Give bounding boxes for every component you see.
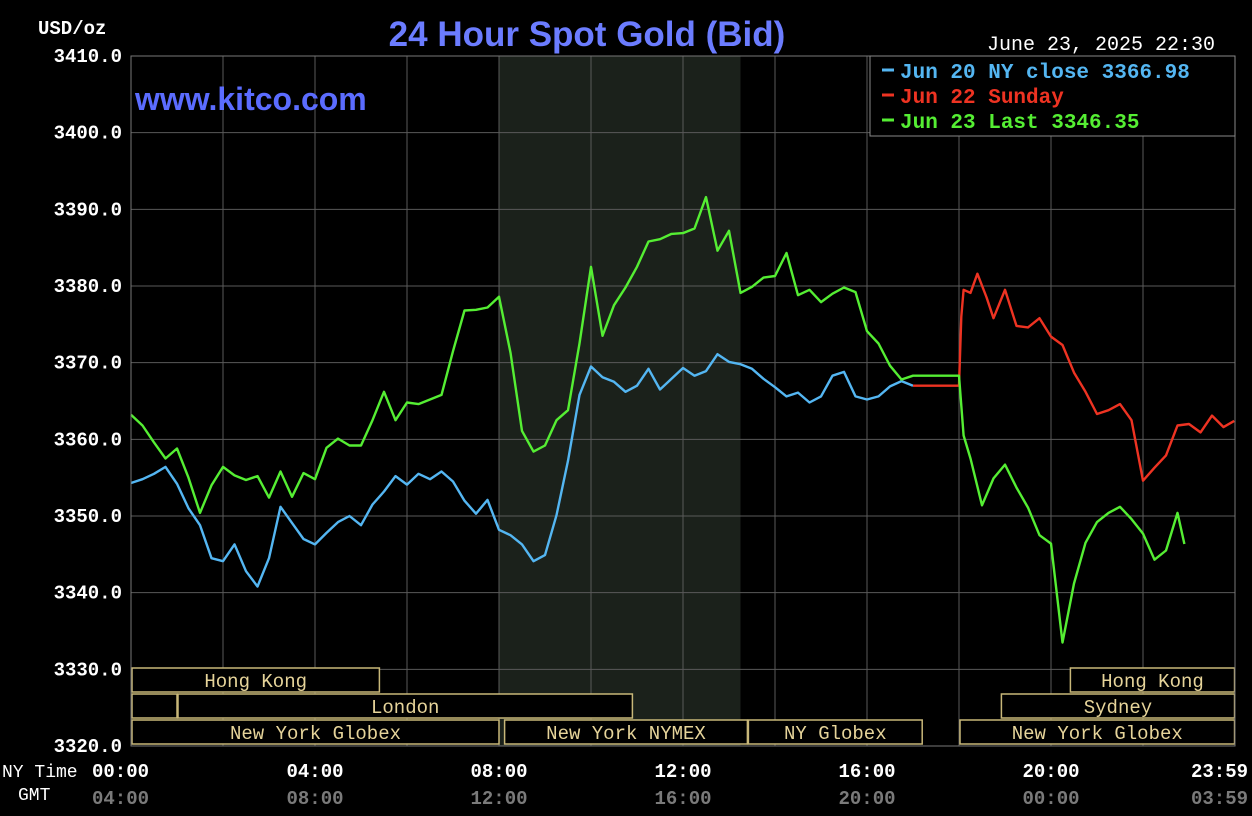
y-tick-label: 3410.0 bbox=[54, 46, 122, 68]
x-tick-label-gmt: 00:00 bbox=[1022, 788, 1079, 810]
chart-title: 24 Hour Spot Gold (Bid) bbox=[389, 15, 786, 54]
session-bar bbox=[131, 693, 178, 719]
x-tick-label-ny: 00:00 bbox=[92, 761, 149, 783]
session-bar bbox=[503, 719, 749, 745]
x-tick-label-ny: 23:59 bbox=[1191, 761, 1248, 783]
session-label: Hong Kong bbox=[1101, 671, 1204, 693]
timestamp: June 23, 2025 22:30 bbox=[987, 34, 1215, 57]
session-label: New York Globex bbox=[230, 723, 401, 745]
x-axis-ticks: 00:00 04:00 04:00 08:00 08:00 12:00 12:00 16:00… bbox=[92, 761, 1248, 810]
legend-item-jun20: Jun 20 NY close 3366.98 bbox=[900, 62, 1190, 85]
x-tick-label-ny: 04:00 bbox=[286, 761, 343, 783]
y-tick-label: 3320.0 bbox=[54, 736, 122, 758]
series-line-green bbox=[130, 195, 1186, 644]
session-label: London bbox=[371, 697, 439, 719]
session-label: NY Globex bbox=[784, 723, 887, 745]
legend-item-jun23: Jun 23 Last 3346.35 bbox=[900, 112, 1139, 135]
x-tick-label-gmt: 20:00 bbox=[838, 788, 895, 810]
session-bar bbox=[1000, 693, 1236, 719]
session-label: New York NYMEX bbox=[546, 723, 706, 745]
trading-sessions: Hong Kong London New York Globex New York N… bbox=[131, 667, 1236, 745]
plot-frame bbox=[130, 55, 1236, 747]
nymex-shaded-region bbox=[499, 56, 741, 746]
legend: Jun 20 NY close 3366.98 Jun 22 Sunday Ju… bbox=[869, 55, 1236, 137]
session-label: Hong Kong bbox=[204, 671, 307, 693]
x-tick-label-ny: 20:00 bbox=[1022, 761, 1079, 783]
y-axis-ticks: 3410.0 3400.0 3390.0 3380.0 3370.0 3360.0 3350… bbox=[54, 46, 122, 758]
x-tick-label-gmt: 08:00 bbox=[286, 788, 343, 810]
session-label: New York Globex bbox=[1012, 723, 1183, 745]
session-bar bbox=[131, 667, 381, 693]
legend-box bbox=[869, 55, 1236, 137]
unit-label: USD/oz bbox=[38, 18, 106, 40]
session-label: Sydney bbox=[1084, 697, 1152, 719]
session-bar bbox=[177, 693, 634, 719]
x-tick-label-gmt: 12:00 bbox=[470, 788, 527, 810]
y-tick-label: 3390.0 bbox=[54, 199, 122, 221]
gmt-row-label: GMT bbox=[18, 786, 51, 806]
series-line-blue bbox=[130, 353, 914, 588]
series-line-red bbox=[913, 272, 1235, 482]
grid-lines bbox=[131, 56, 1235, 746]
y-tick-label: 3340.0 bbox=[54, 583, 122, 605]
x-tick-label-ny: 08:00 bbox=[470, 761, 527, 783]
x-tick-label-gmt: 16:00 bbox=[654, 788, 711, 810]
ny-time-row-label: NY Time bbox=[2, 763, 78, 783]
y-tick-label: 3330.0 bbox=[54, 659, 122, 681]
y-tick-label: 3380.0 bbox=[54, 276, 122, 298]
x-tick-label-ny: 12:00 bbox=[654, 761, 711, 783]
watermark: www.kitco.com bbox=[134, 81, 367, 117]
session-bar bbox=[959, 719, 1236, 745]
session-bar bbox=[131, 719, 500, 745]
x-tick-label-gmt: 04:00 bbox=[92, 788, 149, 810]
y-tick-label: 3400.0 bbox=[54, 123, 122, 145]
x-tick-label-gmt: 03:59 bbox=[1191, 788, 1248, 810]
y-tick-label: 3370.0 bbox=[54, 353, 122, 375]
x-tick-label-ny: 16:00 bbox=[838, 761, 895, 783]
legend-item-jun22: Jun 22 Sunday bbox=[900, 87, 1064, 110]
y-tick-label: 3350.0 bbox=[54, 506, 122, 528]
price-series bbox=[130, 195, 1235, 644]
session-bar bbox=[747, 719, 923, 745]
y-tick-label: 3360.0 bbox=[54, 429, 122, 451]
session-bar bbox=[1069, 667, 1236, 693]
